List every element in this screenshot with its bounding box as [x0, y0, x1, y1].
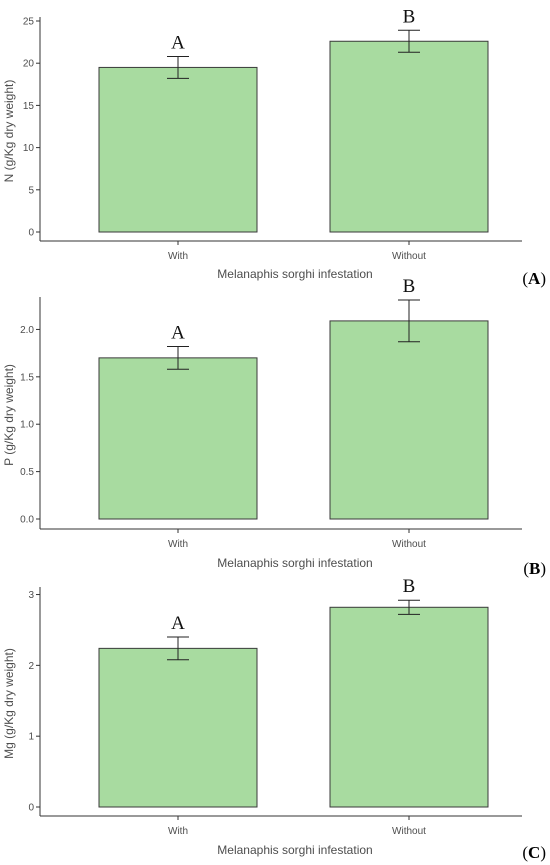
- error-bar: [398, 29, 420, 53]
- bar-with: [98, 66, 258, 233]
- bar-without: [329, 606, 489, 808]
- panel-label: (A): [522, 269, 546, 288]
- significance-letter: A: [171, 32, 185, 53]
- y-tick-label: 2.0: [20, 325, 34, 336]
- x-tick-label: With: [168, 826, 188, 837]
- chart-panel-b: 0.0 0.5 1.0 1.5 2.0 A With B Without Melanaphis s…: [2, 276, 546, 578]
- y-axis-title: P (g/Kg dry weight): [2, 364, 16, 466]
- bar-with: [98, 357, 258, 520]
- y-axis-title: N (g/Kg dry weight): [2, 80, 16, 183]
- significance-letter: B: [403, 576, 416, 597]
- x-axis-title: Melanaphis sorghi infestation: [217, 267, 372, 281]
- y-tick-label: 25: [23, 17, 35, 28]
- x-tick-label: Without: [392, 539, 426, 550]
- y-tick-label: 1: [28, 732, 34, 743]
- y-axis-title: Mg (g/Kg dry weight): [2, 648, 16, 759]
- y-tick-label: 1.0: [20, 420, 34, 431]
- panel-label: (B): [523, 559, 546, 578]
- error-bar: [167, 55, 189, 79]
- x-tick-label: Without: [392, 826, 426, 837]
- bar-with: [98, 647, 258, 808]
- y-tick-label: 0: [28, 803, 34, 814]
- x-axis-title: Melanaphis sorghi infestation: [217, 843, 372, 857]
- x-tick-label: Without: [392, 251, 426, 262]
- significance-letter: B: [403, 6, 416, 27]
- y-tick-label: 0: [28, 228, 34, 239]
- y-tick-label: 3: [28, 590, 34, 601]
- y-tick-label: 5: [28, 185, 34, 196]
- significance-letter: A: [171, 613, 185, 634]
- error-bar: [167, 345, 189, 370]
- panel-label: (C): [522, 843, 546, 862]
- x-axis-title: Melanaphis sorghi infestation: [217, 556, 372, 570]
- y-tick-label: 1.5: [20, 372, 34, 383]
- error-bar: [398, 599, 420, 615]
- x-tick-label: With: [168, 539, 188, 550]
- chart-panel-a: 0 5 10 15 20 25 A With B Without Melanaphis sorghi…: [2, 6, 546, 288]
- y-tick-label: 20: [23, 59, 35, 70]
- error-bar: [398, 299, 420, 343]
- chart-panel-c: 0 1 2 3 A With B Without Melanaphis sorghi infes…: [2, 576, 546, 862]
- bar-without: [329, 320, 489, 520]
- significance-letter: B: [403, 276, 416, 297]
- y-tick-label: 10: [23, 143, 35, 154]
- error-bar: [167, 636, 189, 661]
- bar-without: [329, 40, 489, 233]
- significance-letter: A: [171, 322, 185, 343]
- y-tick-label: 0.5: [20, 467, 34, 478]
- y-tick-label: 15: [23, 101, 35, 112]
- y-tick-label: 2: [28, 661, 34, 672]
- y-tick-label: 0.0: [20, 515, 34, 526]
- x-tick-label: With: [168, 251, 188, 262]
